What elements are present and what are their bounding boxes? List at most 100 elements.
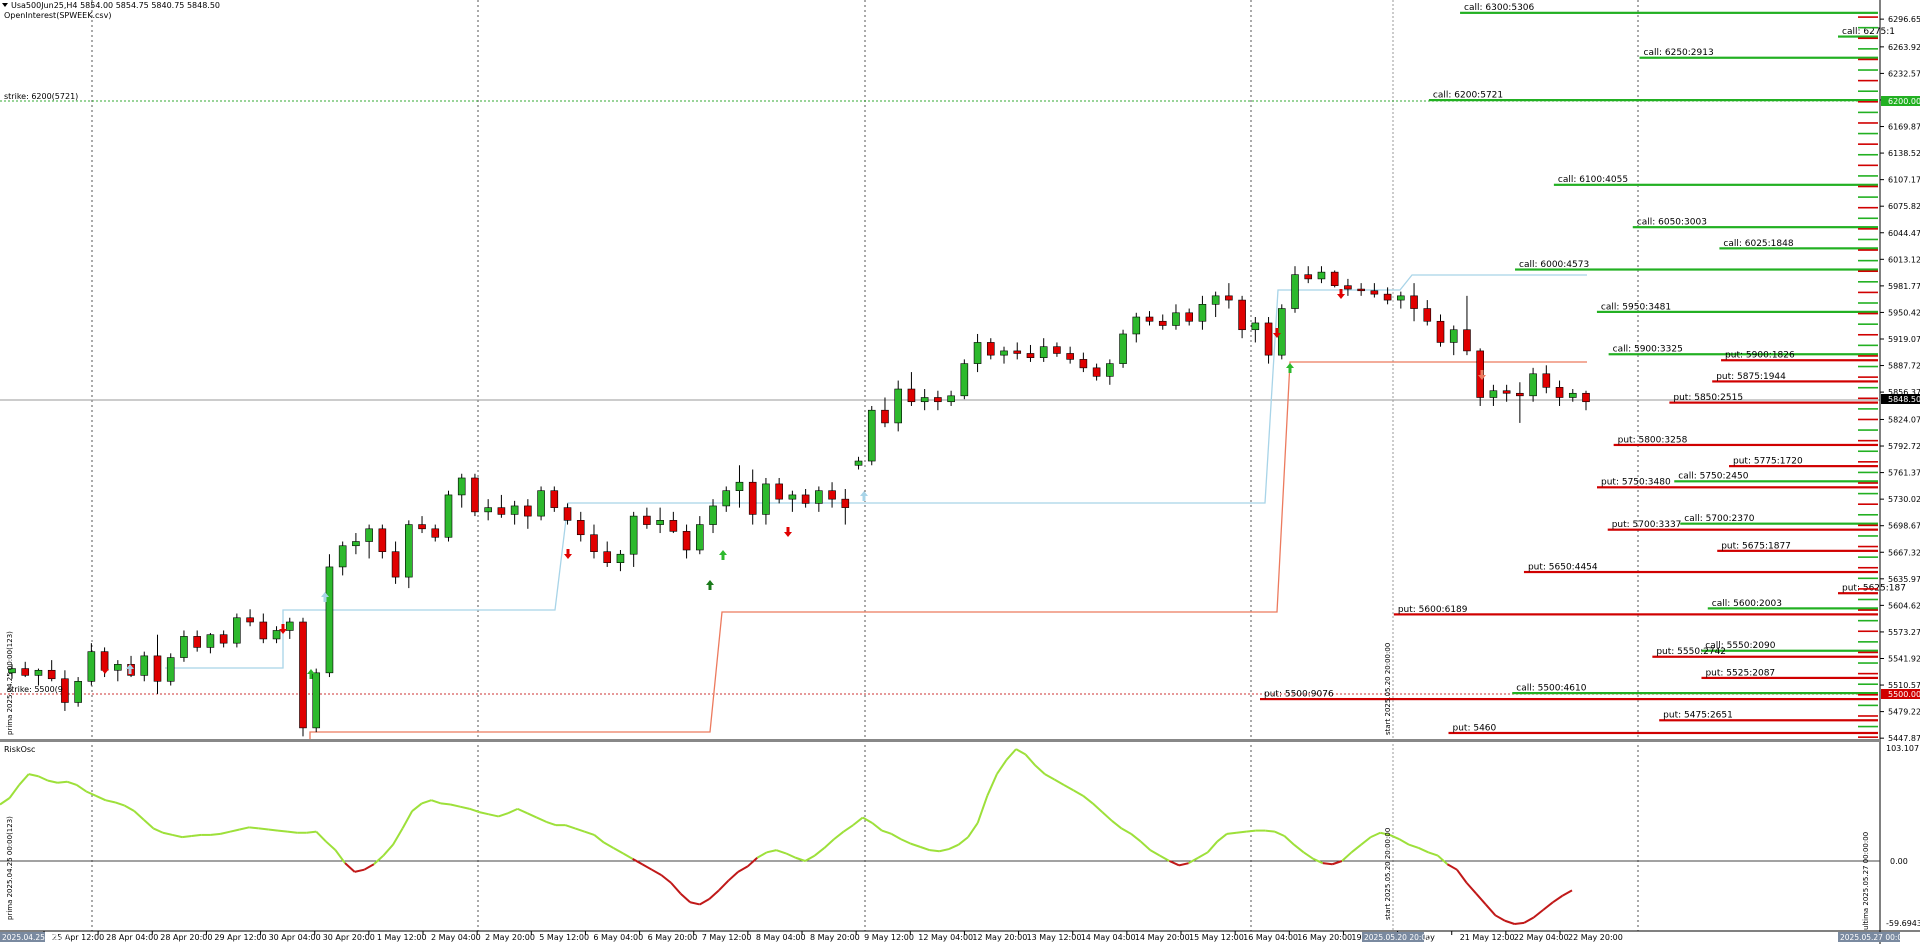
oi-put-label: put: 5525:2087 [1705, 668, 1775, 678]
lower-band-line [309, 361, 1587, 740]
time-axis-label: 22 May 20:00 [1568, 933, 1623, 942]
oi-call-label: call: 5600:2003 [1712, 599, 1782, 609]
time-badge-mid-text: 2025.05.20 20:00 [1364, 933, 1431, 942]
time-axis-label: 8 May 20:00 [810, 933, 860, 942]
osc-segment [1360, 836, 1372, 846]
osc-scale-bottom: -59.6943 [1886, 919, 1920, 928]
oi-dense-bar [1858, 206, 1878, 209]
osc-segment [727, 871, 739, 882]
oi-dense-bar [1858, 122, 1878, 124]
oi-dense-bar [1858, 641, 1878, 643]
osc-segment [785, 852, 796, 859]
candle [656, 507, 664, 534]
osc-segment [1475, 892, 1487, 906]
osc-segment [277, 829, 288, 833]
oi-dense-bar [1858, 132, 1878, 135]
candle [576, 511, 585, 542]
osc-segment [833, 830, 845, 841]
ultima-sub-label: ultima 2025.05.27 00:00:00 [1862, 832, 1870, 930]
candle [1291, 266, 1299, 313]
osc-segment [1149, 849, 1161, 857]
oi-call-bar: call: 5750:2450 [1674, 472, 1878, 483]
oi-call-label: call: 6275:1 [1842, 27, 1895, 37]
candle [735, 465, 744, 508]
osc-segment [239, 826, 250, 831]
oi-dense-bar [1858, 26, 1878, 29]
osc-segment [1236, 830, 1247, 834]
oi-put-label: put: 5800:3258 [1618, 435, 1688, 445]
osc-segment [1188, 856, 1199, 865]
candle [1410, 283, 1418, 322]
start-sub-label: start 2025.05.20 20:00:00 [1384, 828, 1392, 920]
osc-segment [1380, 831, 1391, 836]
osc-segment [133, 810, 145, 821]
osc-segment [641, 863, 653, 871]
oi-dense-bar [1858, 450, 1878, 453]
candle [272, 626, 281, 644]
time-axis-label: 13 May 12:00 [1027, 933, 1082, 942]
signal-arrow-up-icon [126, 664, 134, 674]
oi-call-label: call: 6300:5306 [1464, 3, 1534, 13]
subwindow-separator[interactable] [0, 739, 1880, 742]
candle [1397, 291, 1405, 309]
candle [616, 549, 625, 572]
time-axis-label: 14 May 04:00 [1081, 933, 1136, 942]
price-scale-label: 5950.42 [1888, 308, 1920, 317]
oi-dense-bar [1858, 715, 1878, 717]
osc-segment [842, 824, 854, 833]
oi-put-label: put: 5460 [1453, 723, 1497, 733]
osc-segment [651, 868, 662, 876]
candle [87, 643, 96, 686]
candle [140, 651, 149, 682]
candle [74, 677, 82, 707]
osc-segment [469, 807, 480, 814]
oi-dense-bar [1858, 704, 1878, 707]
time-axis-label: 30 Apr 20:00 [323, 933, 375, 942]
time-axis-label: 7 May 12:00 [702, 933, 752, 942]
candle [973, 333, 982, 373]
oi-call-label: call: 6100:4055 [1558, 175, 1628, 185]
time-badge-end-text: 2025.05.27 00:00 [1840, 933, 1907, 942]
oi-dense-bar [1858, 672, 1878, 675]
oi-dense-bar [1858, 694, 1878, 696]
time-axis-label: 1 May 12:00 [377, 933, 427, 942]
osc-segment [1216, 833, 1228, 843]
oi-dense-bar [1858, 397, 1878, 400]
candle [1079, 352, 1088, 373]
candle [1529, 367, 1537, 402]
time-axis-label: 30 Apr 04:00 [269, 933, 321, 942]
candle [219, 630, 228, 648]
candle [312, 668, 321, 733]
oi-put-label: put: 5900:1826 [1725, 351, 1795, 361]
osc-segment [1418, 847, 1429, 854]
osc-segment [603, 841, 614, 849]
osc-segment [450, 803, 461, 808]
candle [405, 520, 413, 589]
price-scale[interactable]: 6296.656263.926232.576201.226169.876138.… [1880, 15, 1920, 743]
oi-put-bar: put: 5775:1720 [1729, 457, 1878, 468]
candle [1132, 312, 1141, 343]
oi-call-bar: call: 5950:3481 [1596, 302, 1878, 313]
oi-call-bar: call: 6050:3003 [1632, 218, 1878, 229]
oi-put-bar: put: 5460 [1448, 723, 1878, 735]
osc-segment [182, 835, 192, 839]
candle [391, 541, 400, 584]
osc-segment [574, 827, 586, 833]
osc-segment [0, 797, 11, 806]
osc-segment [976, 795, 989, 824]
osc-segment [948, 843, 959, 850]
osc-segment [334, 849, 346, 864]
candle [1119, 329, 1127, 368]
price-scale-label: 6169.87 [1888, 123, 1920, 132]
osc-segment [939, 848, 950, 853]
oi-dense-bar [1858, 418, 1878, 421]
time-axis-label: 21 May 12:00 [1460, 933, 1515, 942]
dropdown-triangle-icon[interactable] [2, 3, 8, 7]
oi-call-label: call: 5550:2090 [1705, 641, 1775, 651]
time-axis[interactable]: 25 Apr 12:00 28 Apr 04:00 28 Apr 20:00 29 A… [43, 931, 1623, 942]
osc-segment [622, 852, 634, 860]
oi-call-label: call: 6025:1848 [1723, 239, 1793, 249]
candle [378, 524, 387, 559]
oi-dense-bar [1858, 355, 1878, 357]
